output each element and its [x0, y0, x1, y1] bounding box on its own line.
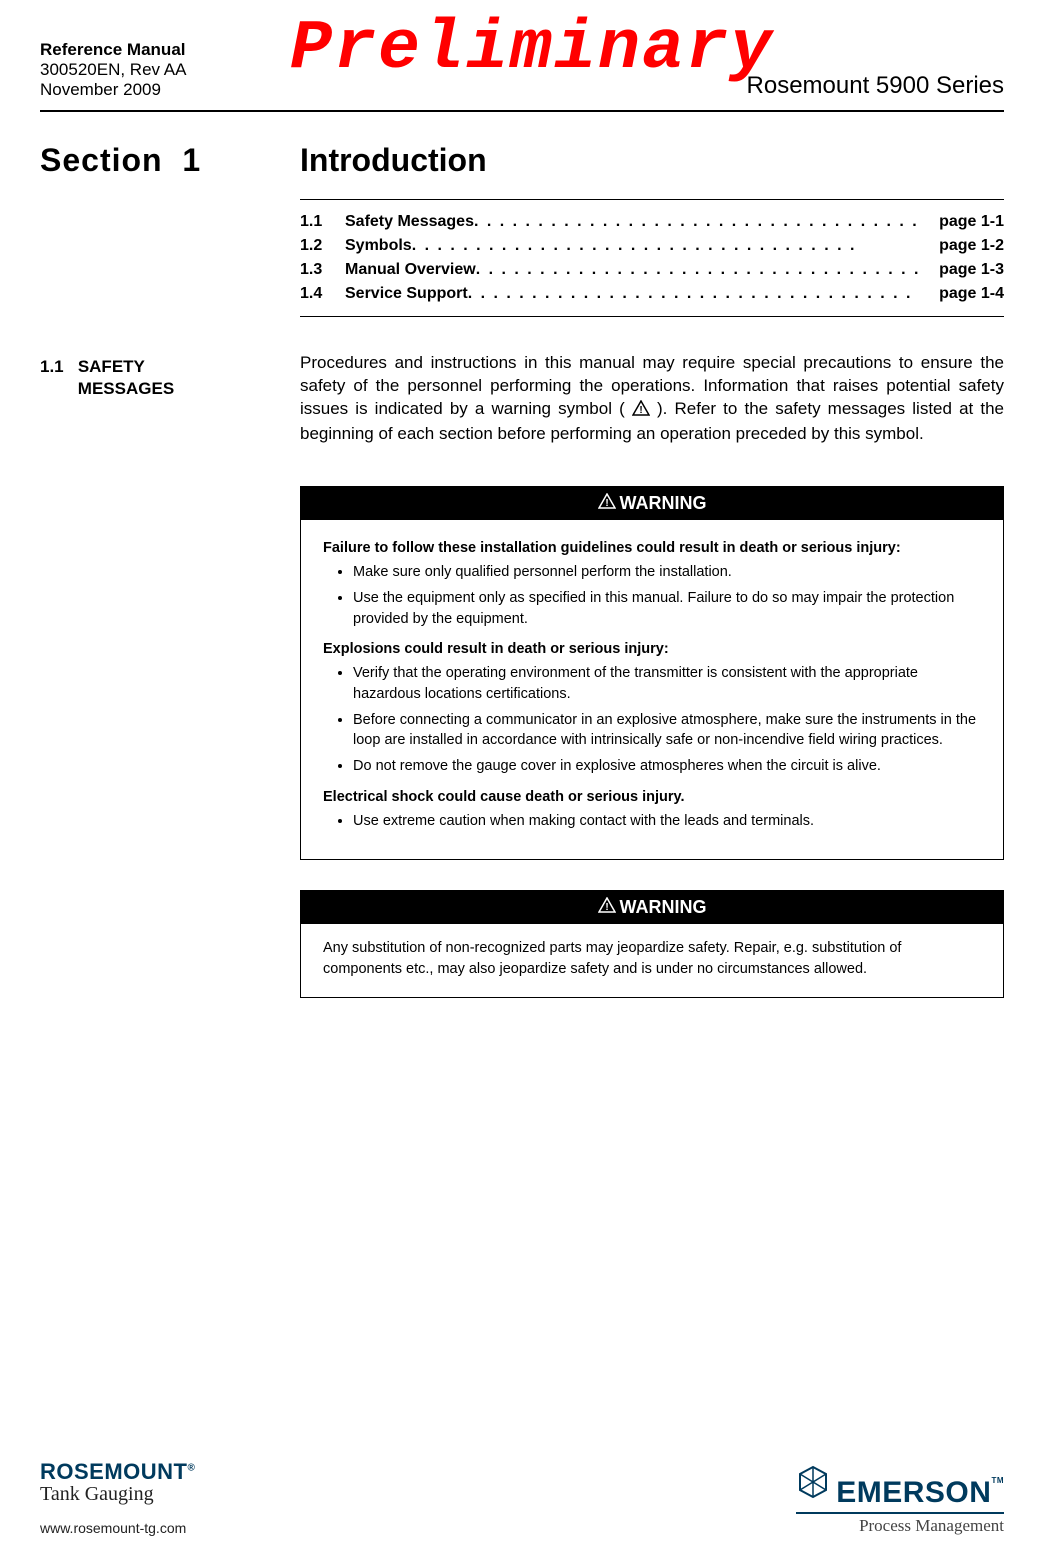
toc-page-ref: page 1-1 [935, 210, 1004, 234]
toc-page-ref: page 1-2 [935, 234, 1004, 258]
svg-text:!: ! [639, 405, 642, 416]
warning-triangle-icon: ! [598, 897, 616, 918]
footer-url: www.rosemount-tg.com [40, 1520, 195, 1536]
toc-row: 1.1 Safety Messages page 1-1 [300, 210, 1004, 234]
toc-row: 1.4 Service Support page 1-4 [300, 282, 1004, 306]
document-page: Preliminary Reference Manual 300520EN, R… [0, 0, 1064, 1566]
warning-triangle-icon: ! [632, 400, 650, 423]
document-number: 300520EN, Rev AA [40, 60, 186, 80]
warning-body: Any substitution of non-recognized parts… [301, 924, 1003, 997]
left-column: Section 1 [40, 142, 270, 352]
warning-header: ! WARNING [301, 891, 1003, 924]
warning-bullet-list: Use extreme caution when making contact … [323, 811, 981, 831]
document-date: November 2009 [40, 80, 186, 100]
warning-box-2: ! WARNING Any substitution of non-recogn… [300, 890, 1004, 998]
toc-label: Service Support [345, 282, 468, 306]
toc-page-ref: page 1-3 [935, 258, 1004, 282]
emerson-top-row: EMERSONTM [796, 1465, 1004, 1514]
warning-label: WARNING [620, 493, 707, 514]
section-title: Introduction [300, 142, 1004, 179]
rosemount-logo: ROSEMOUNT® Tank Gauging [40, 1459, 195, 1506]
warning-bullet: Use the equipment only as specified in t… [353, 588, 981, 629]
warning-label: WARNING [620, 897, 707, 918]
toc-number: 1.1 [300, 210, 345, 234]
warning-bullet-list: Make sure only qualified personnel perfo… [323, 562, 981, 629]
subsection-row: 1.1 SAFETY MESSAGES Procedures and instr… [40, 352, 1004, 1028]
emerson-wordmark: EMERSONTM [836, 1476, 1004, 1510]
subsection-heading: 1.1 SAFETY MESSAGES [40, 356, 270, 400]
warning-text: Electrical shock could cause death or se… [323, 787, 981, 807]
page-header: Reference Manual 300520EN, Rev AA Novemb… [40, 40, 1004, 112]
toc-label: Manual Overview [345, 258, 476, 282]
warning-triangle-icon: ! [598, 493, 616, 514]
toc-leader-dots [474, 210, 935, 234]
warning-bullet: Do not remove the gauge cover in explosi… [353, 756, 981, 776]
reference-manual-label: Reference Manual [40, 40, 186, 60]
toc-page-ref: page 1-4 [935, 282, 1004, 306]
subsection-heading-line1: SAFETY [78, 357, 145, 376]
emerson-text: EMERSON [836, 1476, 991, 1509]
safety-messages-paragraph: Procedures and instructions in this manu… [300, 352, 1004, 446]
svg-text:!: ! [605, 498, 608, 509]
subsection-number: 1.1 [40, 357, 64, 376]
right-column: Introduction 1.1 Safety Messages page 1-… [300, 142, 1004, 352]
section-number-label: Section 1 [40, 142, 270, 179]
product-series: Rosemount 5900 Series [747, 72, 1004, 100]
svg-text:!: ! [605, 902, 608, 913]
toc-number: 1.2 [300, 234, 345, 258]
warning-bullet: Before connecting a communicator in an e… [353, 710, 981, 751]
toc-leader-dots [468, 282, 935, 306]
warning-text: Failure to follow these installation gui… [323, 538, 981, 558]
warning-bullet: Verify that the operating environment of… [353, 663, 981, 704]
header-left-block: Reference Manual 300520EN, Rev AA Novemb… [40, 40, 186, 100]
registered-mark: ® [188, 1463, 196, 1474]
subsection-heading-line2: MESSAGES [78, 379, 174, 398]
warning-header: ! WARNING [301, 487, 1003, 520]
warning-bullet: Make sure only qualified personnel perfo… [353, 562, 981, 582]
main-content: Section 1 Introduction 1.1 Safety Messag… [40, 142, 1004, 352]
emerson-subtitle: Process Management [859, 1516, 1004, 1536]
toc-leader-dots [476, 258, 935, 282]
footer-left: ROSEMOUNT® Tank Gauging www.rosemount-tg… [40, 1459, 195, 1536]
toc-row: 1.2 Symbols page 1-2 [300, 234, 1004, 258]
warning-body: Failure to follow these installation gui… [301, 520, 1003, 860]
trademark-symbol: TM [991, 1476, 1004, 1485]
toc-leader-dots [412, 234, 935, 258]
subsection-body-col: Procedures and instructions in this manu… [300, 352, 1004, 1028]
toc-label: Symbols [345, 234, 412, 258]
emerson-helix-icon [796, 1465, 830, 1510]
emerson-logo: EMERSONTM Process Management [796, 1465, 1004, 1536]
warning-text: Explosions could result in death or seri… [323, 639, 981, 659]
subsection-heading-col: 1.1 SAFETY MESSAGES [40, 352, 270, 1028]
rosemount-wordmark: ROSEMOUNT® [40, 1459, 195, 1485]
rosemount-subtitle: Tank Gauging [40, 1483, 154, 1506]
toc-number: 1.4 [300, 282, 345, 306]
rosemount-text: ROSEMOUNT [40, 1459, 188, 1484]
warning-box-1: ! WARNING Failure to follow these instal… [300, 486, 1004, 861]
warning-text: Any substitution of non-recognized parts… [323, 938, 981, 979]
warning-bullet-list: Verify that the operating environment of… [323, 663, 981, 776]
warning-bullet: Use extreme caution when making contact … [353, 811, 981, 831]
toc-number: 1.3 [300, 258, 345, 282]
toc-row: 1.3 Manual Overview page 1-3 [300, 258, 1004, 282]
toc-label: Safety Messages [345, 210, 474, 234]
page-footer: ROSEMOUNT® Tank Gauging www.rosemount-tg… [40, 1459, 1004, 1536]
table-of-contents: 1.1 Safety Messages page 1-1 1.2 Symbols… [300, 199, 1004, 317]
